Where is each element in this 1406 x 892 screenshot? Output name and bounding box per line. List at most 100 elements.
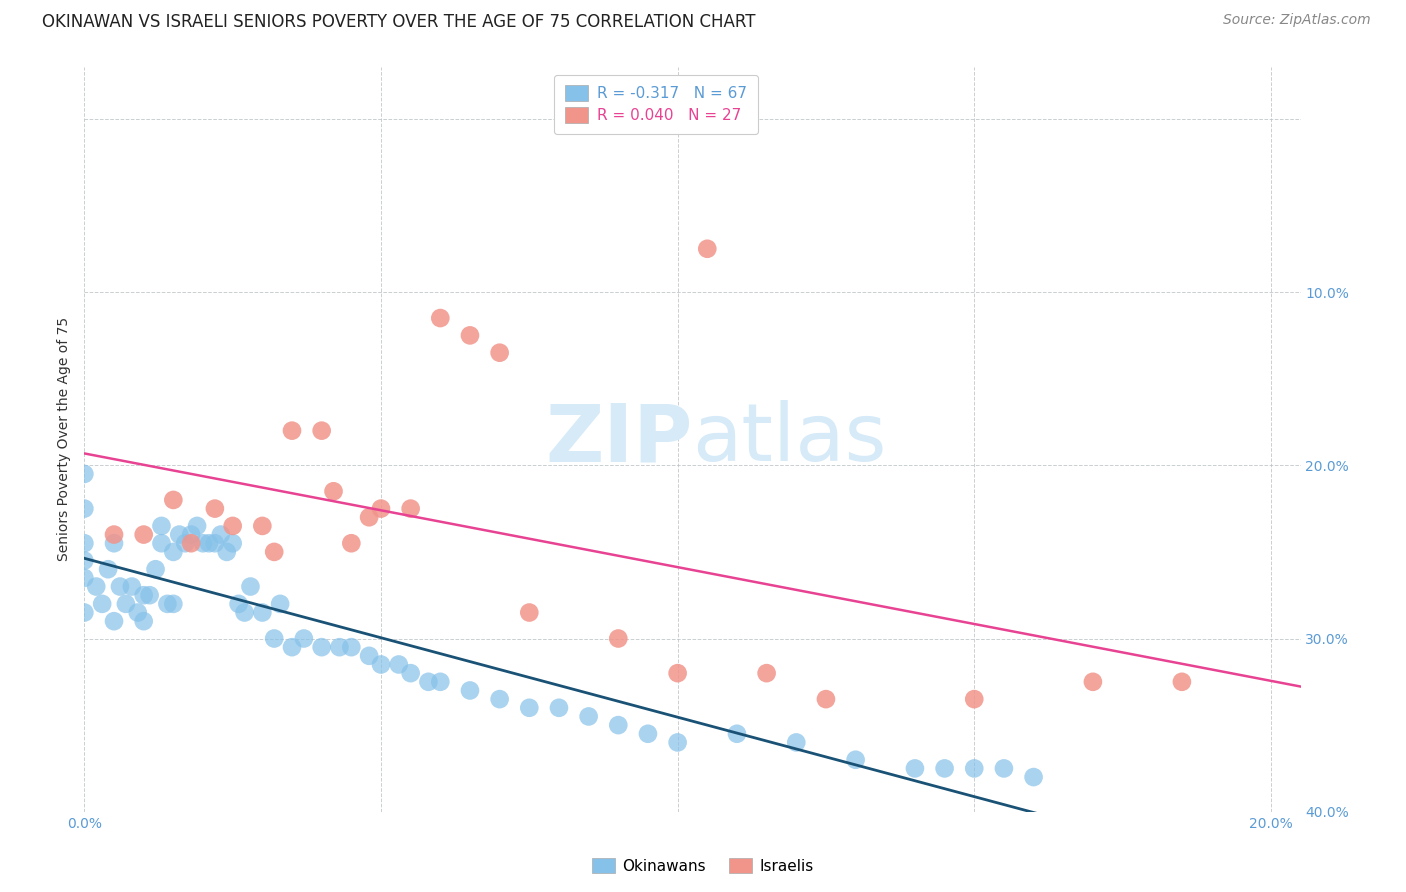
Point	[458, 683, 481, 698]
Point	[292, 632, 315, 646]
Point	[73, 536, 96, 550]
Point	[311, 640, 333, 655]
Point	[162, 492, 184, 507]
Point	[73, 606, 96, 620]
Point	[91, 597, 114, 611]
Point	[127, 606, 149, 620]
Point	[328, 640, 350, 655]
Point	[156, 597, 179, 611]
Point	[517, 606, 540, 620]
Point	[429, 674, 451, 689]
Point	[138, 588, 160, 602]
Point	[132, 614, 155, 628]
Point	[108, 580, 131, 594]
Point	[145, 562, 167, 576]
Point	[281, 424, 304, 438]
Point	[904, 761, 927, 775]
Point	[252, 519, 274, 533]
Point	[399, 666, 422, 681]
Point	[162, 597, 184, 611]
Point	[666, 666, 689, 681]
Point	[429, 311, 451, 326]
Point	[814, 692, 837, 706]
Point	[755, 666, 778, 681]
Point	[1171, 674, 1194, 689]
Point	[221, 536, 243, 550]
Point	[399, 501, 422, 516]
Point	[204, 501, 226, 516]
Point	[162, 545, 184, 559]
Point	[198, 536, 221, 550]
Point	[73, 571, 96, 585]
Point	[311, 424, 333, 438]
Point	[103, 614, 125, 628]
Point	[174, 536, 197, 550]
Point	[115, 597, 138, 611]
Point	[180, 536, 202, 550]
Point	[637, 727, 659, 741]
Point	[180, 527, 202, 541]
Point	[263, 632, 285, 646]
Point	[785, 735, 807, 749]
Point	[233, 606, 256, 620]
Point	[607, 718, 630, 732]
Point	[666, 735, 689, 749]
Point	[578, 709, 600, 723]
Point	[1022, 770, 1045, 784]
Point	[191, 536, 214, 550]
Point	[263, 545, 285, 559]
Point	[370, 501, 392, 516]
Point	[993, 761, 1015, 775]
Point	[388, 657, 411, 672]
Point	[517, 700, 540, 714]
Point	[73, 553, 96, 567]
Point	[169, 527, 191, 541]
Point	[845, 753, 868, 767]
Text: Source: ZipAtlas.com: Source: ZipAtlas.com	[1223, 13, 1371, 28]
Point	[725, 727, 748, 741]
Point	[132, 527, 155, 541]
Point	[963, 761, 986, 775]
Point	[359, 648, 381, 663]
Point	[322, 484, 344, 499]
Point	[963, 692, 986, 706]
Point	[269, 597, 291, 611]
Point	[458, 328, 481, 343]
Point	[97, 562, 120, 576]
Point	[488, 692, 510, 706]
Point	[607, 632, 630, 646]
Point	[340, 536, 363, 550]
Point	[252, 606, 274, 620]
Point	[132, 588, 155, 602]
Point	[418, 674, 440, 689]
Point	[186, 519, 208, 533]
Point	[340, 640, 363, 655]
Text: ZIP: ZIP	[546, 401, 693, 478]
Point	[204, 536, 226, 550]
Point	[103, 536, 125, 550]
Legend: R = -0.317   N = 67, R = 0.040   N = 27: R = -0.317 N = 67, R = 0.040 N = 27	[554, 75, 758, 134]
Point	[239, 580, 262, 594]
Point	[281, 640, 304, 655]
Point	[696, 242, 718, 256]
Point	[1081, 674, 1104, 689]
Point	[221, 519, 243, 533]
Y-axis label: Seniors Poverty Over the Age of 75: Seniors Poverty Over the Age of 75	[58, 318, 72, 561]
Point	[359, 510, 381, 524]
Legend: Okinawans, Israelis: Okinawans, Israelis	[586, 852, 820, 880]
Point	[488, 345, 510, 359]
Point	[370, 657, 392, 672]
Point	[150, 519, 173, 533]
Point	[934, 761, 956, 775]
Text: atlas: atlas	[693, 401, 887, 478]
Point	[73, 501, 96, 516]
Point	[209, 527, 232, 541]
Point	[215, 545, 238, 559]
Point	[121, 580, 143, 594]
Point	[548, 700, 571, 714]
Point	[84, 580, 107, 594]
Point	[73, 467, 96, 481]
Point	[150, 536, 173, 550]
Point	[103, 527, 125, 541]
Text: OKINAWAN VS ISRAELI SENIORS POVERTY OVER THE AGE OF 75 CORRELATION CHART: OKINAWAN VS ISRAELI SENIORS POVERTY OVER…	[42, 13, 755, 31]
